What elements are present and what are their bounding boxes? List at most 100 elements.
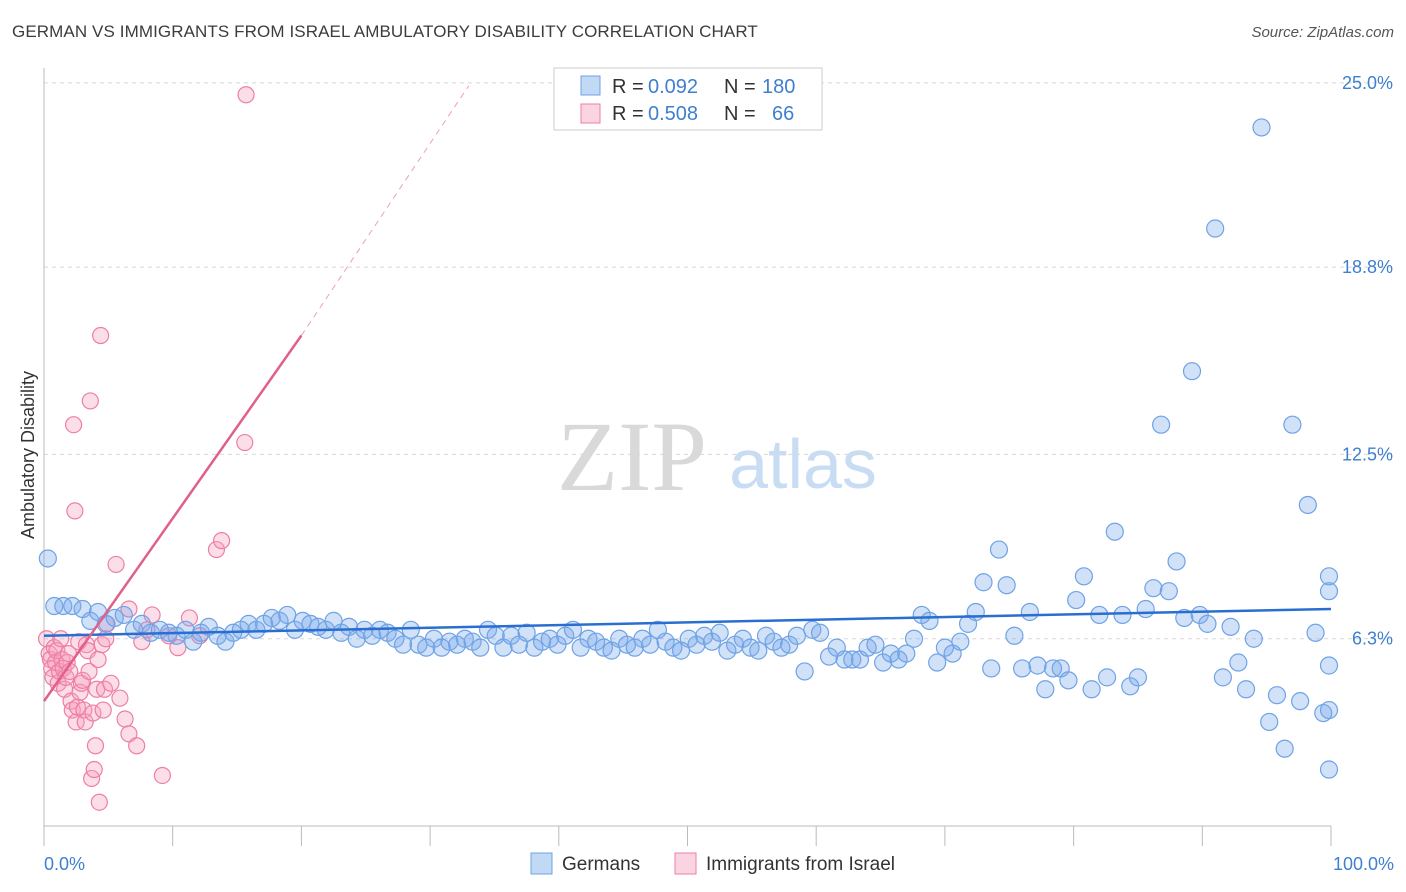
data-point (86, 737, 105, 755)
legend-swatch-israel (580, 103, 601, 124)
data-point (951, 632, 970, 651)
data-point (471, 638, 490, 657)
legend-n-value: 66 (772, 103, 794, 125)
legend-n-label: N = (724, 76, 756, 98)
legend-r-label: R = (612, 76, 644, 98)
data-point (710, 623, 729, 642)
data-point (180, 609, 199, 627)
data-point (835, 650, 854, 669)
data-point (1283, 415, 1302, 434)
data-point (1244, 629, 1263, 648)
data-point (128, 737, 146, 755)
legend-r-value: 0.508 (648, 103, 698, 125)
data-point (94, 701, 112, 719)
chart-source: Source: ZipAtlas.com (1251, 24, 1394, 41)
data-point (641, 635, 660, 654)
data-point (1175, 608, 1194, 628)
data-point (62, 692, 80, 710)
data-point (80, 662, 98, 681)
data-point (982, 659, 1001, 678)
data-point (92, 326, 110, 345)
data-point (989, 540, 1009, 559)
data-point (1005, 626, 1024, 645)
data-point (1028, 656, 1047, 675)
data-point (966, 602, 985, 622)
legend-n-label: N = (724, 103, 756, 125)
y-axis-label: Ambulatory Disability (18, 371, 38, 539)
data-point (120, 725, 138, 743)
trend-line-germans (43, 607, 1332, 638)
data-point (85, 760, 103, 779)
legend-box (553, 67, 823, 131)
data-point (207, 540, 226, 559)
data-point (1319, 760, 1339, 779)
data-point (1291, 692, 1310, 711)
legend-r-value: 0.092 (648, 76, 698, 98)
legend-swatch-germans (580, 75, 601, 96)
data-point (1013, 659, 1032, 678)
data-point (153, 766, 172, 785)
data-point (38, 549, 57, 568)
data-point (897, 644, 916, 663)
data-point (1144, 579, 1163, 598)
data-point (53, 650, 71, 669)
data-point (904, 629, 924, 648)
y-tick-label: 25.0% (1342, 73, 1393, 93)
data-point (81, 392, 99, 410)
data-point (997, 576, 1016, 595)
data-point (1198, 614, 1217, 633)
bottom-legend-swatch-germans (530, 852, 553, 875)
data-point (1319, 656, 1339, 675)
data-point (1159, 582, 1178, 601)
data-point (1319, 700, 1339, 720)
legend: R = 0.092 N = 180 R = 0.508 N = 66 (553, 67, 823, 131)
data-point (95, 680, 114, 698)
data-point (843, 650, 862, 669)
trend-line-israel (42, 334, 303, 702)
data-point (65, 416, 83, 434)
data-point (63, 596, 82, 616)
data-point (1298, 495, 1317, 515)
y-tick-label: 18.8% (1342, 257, 1393, 277)
data-point (213, 532, 231, 550)
data-point (393, 635, 413, 654)
data-point (517, 623, 536, 642)
data-point (1113, 605, 1132, 625)
data-point (1206, 219, 1225, 238)
data-point (1020, 602, 1039, 622)
data-point (1267, 686, 1287, 705)
data-point (1236, 680, 1256, 699)
data-point (1105, 522, 1124, 541)
data-point (66, 502, 84, 520)
y-tick-label: 6.3% (1352, 629, 1393, 649)
data-point (1306, 623, 1325, 642)
y-tick-label: 12.5% (1342, 444, 1393, 464)
data-point (1152, 415, 1171, 434)
data-point (1136, 599, 1155, 619)
data-point (1097, 668, 1117, 687)
data-point (84, 704, 102, 722)
data-point (1275, 739, 1294, 758)
data-point (974, 573, 993, 592)
data-point (120, 600, 138, 618)
data-point (810, 623, 830, 642)
data-point (1319, 567, 1339, 586)
data-point (1319, 582, 1339, 601)
watermark-atlas: atlas (729, 425, 877, 503)
data-point (237, 86, 255, 104)
data-point (90, 793, 108, 811)
data-point (236, 433, 254, 452)
x-tick-label-start: 0.0% (44, 854, 85, 874)
bottom-legend-swatch-israel (674, 852, 697, 875)
trend-lines (42, 85, 1332, 702)
bottom-legend-label-germans: Germans (562, 854, 640, 875)
data-point (111, 689, 129, 707)
data-point (107, 555, 125, 574)
bottom-legend: Germans Immigrants from Israel (530, 852, 895, 875)
data-point (787, 626, 806, 645)
data-point (278, 605, 297, 625)
data-point (1128, 668, 1148, 687)
chart-title: GERMAN VS IMMIGRANTS FROM ISRAEL AMBULAT… (12, 22, 758, 41)
data-point (1074, 567, 1093, 586)
